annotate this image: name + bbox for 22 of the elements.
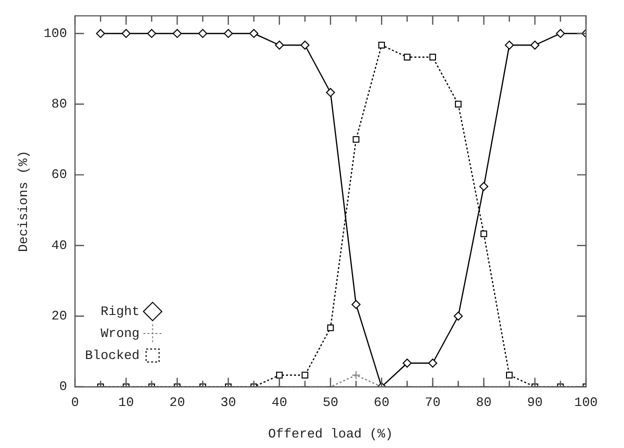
x-tick-label: 0 (71, 395, 79, 410)
x-tick-label: 50 (322, 395, 338, 410)
x-tick-label: 60 (374, 395, 390, 410)
legend-label: Blocked (85, 348, 140, 363)
x-tick-label: 40 (272, 395, 288, 410)
y-tick-label: 60 (51, 167, 68, 182)
y-tick-label: 0 (59, 379, 68, 394)
x-tick-label: 30 (220, 395, 236, 410)
x-tick-label: 100 (574, 395, 598, 410)
x-tick-label: 80 (476, 395, 492, 410)
x-axis-title: Offered load (%) (268, 426, 393, 442)
y-tick-label: 40 (51, 238, 68, 253)
y-axis-title: Decisions (%) (16, 150, 32, 252)
y-tick-label: 20 (51, 308, 68, 324)
x-tick-label: 70 (424, 395, 441, 410)
x-tick-label: 20 (169, 395, 186, 410)
legend-label: Right (100, 304, 140, 319)
legend-label: Wrong (100, 326, 140, 341)
y-tick-label: 100 (44, 26, 68, 41)
x-tick-label: 10 (118, 395, 134, 410)
y-tick-label: 80 (51, 96, 68, 112)
x-tick-label: 90 (527, 395, 543, 410)
